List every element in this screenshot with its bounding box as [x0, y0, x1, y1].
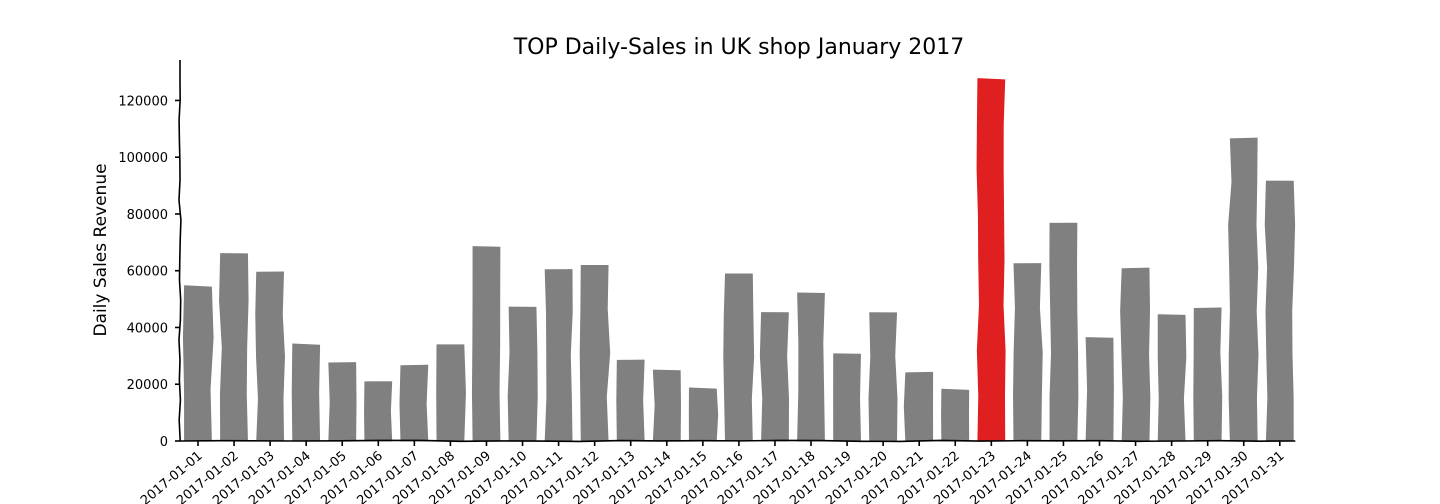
bar	[1049, 222, 1079, 442]
bar	[1120, 267, 1151, 442]
y-tick-label: 100000	[118, 151, 168, 166]
bar	[616, 359, 645, 442]
bar	[182, 285, 214, 442]
bar	[723, 273, 755, 442]
bar-highlighted	[976, 78, 1006, 442]
y-tick-label: 20000	[127, 378, 168, 393]
y-tick-label: 60000	[127, 265, 168, 280]
bar	[1193, 307, 1223, 442]
bar	[688, 387, 719, 442]
bar	[328, 362, 357, 442]
bar	[507, 306, 538, 442]
y-axis: 0 20000 40000 60000 80000 100000 120000	[118, 59, 182, 450]
bar	[1085, 337, 1114, 442]
x-axis-line	[179, 439, 1296, 443]
bar	[219, 253, 249, 442]
bar	[1013, 263, 1043, 442]
bar	[868, 312, 898, 442]
y-tick-label: 0	[160, 435, 168, 450]
bar	[399, 364, 429, 442]
bar	[941, 388, 970, 442]
bar	[903, 371, 934, 442]
bar	[364, 381, 393, 442]
bar	[652, 369, 681, 442]
chart-title: TOP Daily-Sales in UK shop January 2017	[513, 35, 965, 60]
bar	[833, 353, 861, 442]
bar	[579, 264, 611, 442]
bar	[1228, 137, 1259, 442]
y-axis-label: Daily Sales Revenue	[91, 163, 111, 336]
y-tick-label: 80000	[127, 208, 168, 223]
bar	[291, 343, 321, 442]
bar	[255, 271, 285, 442]
bar	[436, 344, 466, 442]
bar	[471, 246, 501, 442]
y-tick-label: 120000	[118, 94, 168, 109]
bar	[1264, 180, 1296, 442]
bar	[797, 292, 825, 442]
y-tick-label: 40000	[127, 321, 168, 336]
bar	[759, 312, 789, 442]
bars	[182, 78, 1296, 442]
x-axis: 2017-01-012017-01-022017-01-032017-01-04…	[138, 439, 1296, 504]
bar	[544, 269, 573, 442]
y-axis-line	[178, 59, 182, 442]
bar	[1157, 314, 1187, 442]
